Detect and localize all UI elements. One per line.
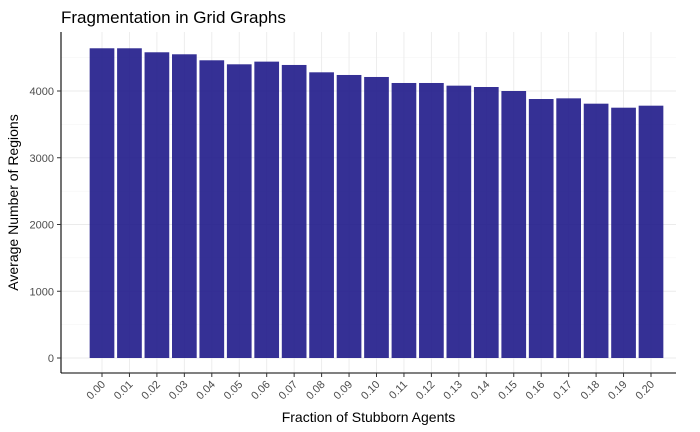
bar-0.12	[419, 82, 444, 359]
chart-title: Fragmentation in Grid Graphs	[61, 8, 286, 27]
x-tick-label: 0.03	[167, 379, 191, 403]
x-tick-label: 0.14	[469, 379, 493, 403]
bar-0.05	[226, 64, 252, 359]
x-tick-label: 0.01	[112, 379, 136, 403]
x-tick-label: 0.19	[606, 379, 630, 403]
x-axis-ticks: 0.00 0.01 0.02 0.03 0.04 0.05 0.06 0.07 0.08 0.09…	[84, 373, 657, 402]
bar-0.10	[364, 76, 389, 358]
bar-0.16	[528, 99, 554, 358]
bar-0.19	[611, 107, 636, 358]
bar-0.14	[473, 87, 499, 358]
x-tick-label: 0.00	[84, 379, 108, 403]
x-tick-label: 0.20	[633, 379, 657, 403]
bar-0.15	[501, 91, 527, 358]
y-axis-ticks: 0 1000 2000 3000 4000	[30, 86, 61, 365]
bar-0.09	[336, 74, 362, 358]
bar-0.04	[199, 60, 225, 358]
x-tick-label: 0.15	[496, 379, 520, 403]
bar-0.13	[446, 85, 472, 358]
bar-0.17	[556, 98, 581, 358]
bar-0.06	[254, 61, 280, 358]
bar-0.02	[144, 52, 170, 358]
y-axis-title: Average Number of Regions	[5, 114, 21, 290]
bar-0.03	[172, 54, 197, 358]
bar-0.07	[281, 64, 307, 358]
bar-0.20	[638, 105, 664, 359]
x-axis-title: Fraction of Stubborn Agents	[282, 409, 456, 425]
x-tick-label: 0.06	[249, 379, 273, 403]
x-tick-label: 0.02	[139, 379, 163, 403]
y-tick-label: 2000	[30, 220, 54, 232]
x-tick-label: 0.12	[414, 379, 438, 403]
y-tick-label: 1000	[30, 286, 54, 298]
y-tick-label: 4000	[30, 86, 54, 98]
bar-0.00	[89, 48, 115, 358]
x-tick-label: 0.07	[277, 379, 301, 403]
bar-0.01	[117, 48, 142, 358]
bar-0.08	[309, 72, 334, 358]
x-tick-label: 0.10	[359, 379, 383, 403]
x-tick-label: 0.09	[332, 379, 356, 403]
y-tick-label: 0	[48, 353, 54, 365]
bar-0.18	[583, 103, 609, 359]
bar-0.11	[391, 82, 417, 359]
x-tick-label: 0.04	[194, 379, 218, 403]
x-tick-label: 0.17	[551, 379, 575, 403]
x-tick-label: 0.18	[579, 379, 603, 403]
x-tick-label: 0.08	[304, 379, 328, 403]
x-tick-label: 0.13	[441, 379, 465, 403]
bars	[89, 48, 664, 359]
x-tick-label: 0.05	[222, 379, 246, 403]
x-tick-label: 0.11	[387, 379, 410, 402]
y-tick-label: 3000	[30, 153, 54, 165]
x-tick-label: 0.16	[524, 379, 548, 403]
